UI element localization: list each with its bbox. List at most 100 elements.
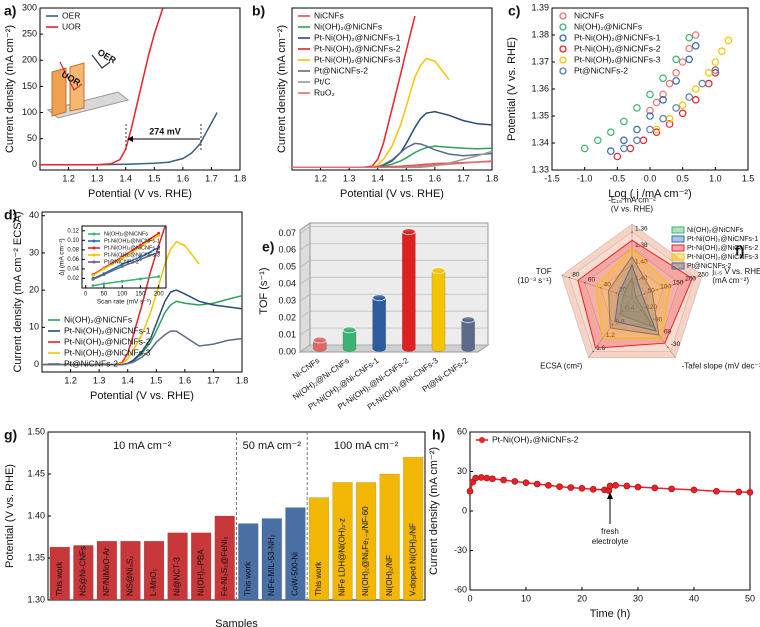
radar-tick-label: 1.40: [635, 259, 648, 266]
x-tick-label: 1.3: [91, 173, 104, 183]
scatter-point: [665, 79, 674, 88]
bar-label: V-doped Ni(OH)₂/NF: [408, 523, 417, 596]
scatter-point: [718, 47, 726, 56]
bar-label: L-MnO₂: [149, 568, 158, 596]
x-axis-label: Potential (V vs. RHE): [340, 188, 444, 200]
radar-series: [614, 263, 657, 332]
legend-label: Pt@NiCNFs-2: [574, 65, 628, 75]
y-tick-label: 1.40: [27, 510, 45, 520]
x-tick-label: 1.7: [207, 375, 220, 385]
x-tick-label: 1.5: [742, 173, 755, 183]
x-tick-label: -0.5: [610, 173, 626, 183]
legend-marker: [92, 232, 96, 236]
legend-marker: [92, 246, 96, 250]
bar-label: This work: [55, 561, 64, 596]
scatter-point: [685, 55, 694, 64]
legend-swatch: [559, 34, 567, 42]
x-tick-label: 1.6: [429, 173, 442, 183]
y-tick-label: 1.33: [531, 164, 549, 174]
x-tick-label: 1.5: [150, 375, 163, 385]
point-marker: [489, 475, 496, 483]
bar-label: Ni(OH)₂-PBA: [196, 549, 205, 596]
scatter-point: [665, 120, 674, 128]
radar-tick: [599, 287, 602, 289]
y-tick-label: -60: [454, 584, 467, 594]
bar-label: Ni@NCT-3: [173, 557, 182, 596]
x-tick-label: 0.0: [644, 173, 657, 183]
radar-axis-label: (V vs. RHE): [611, 205, 654, 214]
grid-line: [299, 226, 488, 234]
grid-line: [299, 293, 488, 302]
bar-label: NiS@Ni₃S₂: [126, 556, 135, 596]
bar-label: This work: [243, 561, 252, 596]
y-tick-label: 1.30: [27, 594, 45, 604]
x-tick-label: 1.5: [148, 173, 161, 183]
group-label: 100 mA cm⁻²: [334, 440, 399, 452]
scatter-point: [724, 36, 733, 45]
inset-pathway: [59, 61, 83, 91]
y-tick-label: 200: [22, 55, 37, 65]
radar-axis-label: j₁.₅ V vs. RHE: [711, 267, 760, 276]
radar-tick-label: 40: [604, 282, 612, 289]
x-tick-label: 40: [689, 593, 699, 603]
x-tick-label: -1.0: [577, 173, 593, 183]
point-marker: [102, 282, 106, 286]
bar-label: NS@Ni-CNFs: [78, 546, 87, 596]
x-tick-label: 1.4: [121, 375, 134, 385]
radar-tick: [611, 323, 614, 326]
point-marker: [589, 485, 597, 493]
y-tick-label: 1.50: [27, 426, 45, 436]
legend-label: Pt-Ni(OH)₂@NiCNFs-3: [574, 54, 661, 64]
scatter-point: [678, 58, 687, 66]
point-marker: [634, 483, 642, 491]
point-marker: [91, 274, 95, 277]
radar-tick: [640, 309, 642, 312]
plot-frame: [81, 225, 167, 289]
scatter-point: [672, 69, 680, 77]
point-marker: [511, 478, 519, 485]
scatter-point: [652, 98, 661, 107]
y-tick-label: 1.38: [531, 29, 549, 39]
x-axis-label: Potential (V vs. RHE): [90, 390, 194, 402]
scatter-point: [711, 58, 720, 66]
y-tick-label: 250: [22, 29, 37, 39]
scatter-point: [659, 74, 667, 83]
y-axis-label: TOF (s⁻¹): [258, 267, 270, 314]
grid-line: [299, 259, 488, 268]
scatter-point: [620, 144, 628, 153]
legend-swatch: [559, 56, 567, 64]
plot-frame: [39, 7, 241, 171]
point-marker: [139, 257, 142, 261]
x-tick-label: 1.7: [205, 173, 218, 183]
radar-tick-label: -60: [662, 329, 672, 336]
radar-tick-label: 0.4: [625, 305, 634, 312]
radar-axis-label: ECSA (cm²): [540, 361, 583, 370]
radar-spoke: [561, 274, 633, 299]
panel-label: e): [262, 239, 274, 255]
point-marker: [746, 489, 754, 496]
bar: [332, 482, 353, 601]
bar: [342, 329, 357, 352]
radar-tick: [568, 276, 571, 279]
legend-label: Pt-Ni(OH)₂@NiCNFs-3: [687, 254, 758, 261]
y-tick-label: 0.08: [67, 247, 79, 253]
group-label: 10 mA cm⁻²: [113, 440, 172, 452]
legend-swatch: [671, 235, 685, 243]
y-tick-label: 0.07: [278, 228, 296, 238]
y-axis-label: Δj (mA cm⁻²): [59, 238, 66, 275]
y-tick-label: 1.34: [531, 137, 549, 147]
x-tick-label: 1.5: [400, 173, 413, 183]
point-marker: [713, 487, 720, 495]
radar-series: [619, 275, 655, 328]
point-marker: [483, 474, 491, 482]
y-tick-label: 0.02: [278, 312, 296, 322]
y-tick-label: 0.00: [278, 346, 296, 356]
radar-series: [595, 247, 671, 340]
radar-tick-label: -120: [644, 304, 657, 311]
scatter-point: [620, 136, 628, 145]
x-tick-label: 1.3: [343, 173, 356, 183]
y-tick-label: 40: [29, 210, 39, 220]
panel-label: c): [508, 3, 520, 19]
bar-label: Ni(OH)₂/NF: [385, 555, 394, 596]
scatter-point: [698, 79, 707, 88]
